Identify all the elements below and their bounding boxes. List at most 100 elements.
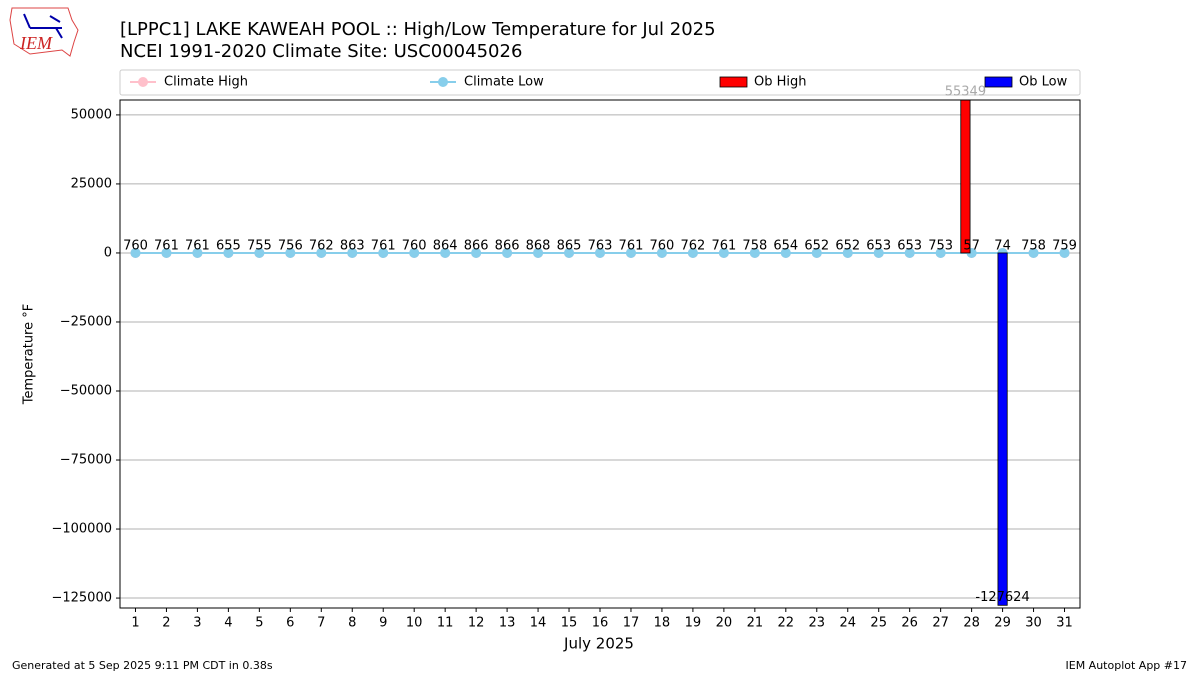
point	[780, 247, 791, 258]
x-tick-label: 13	[499, 616, 516, 631]
footer-left: Generated at 5 Sep 2025 9:11 PM CDT in 0…	[12, 659, 273, 672]
x-tick-label: 25	[870, 616, 887, 631]
point	[1059, 247, 1070, 258]
day-label: 761	[371, 239, 396, 254]
point	[285, 247, 296, 258]
logo-outline	[9, 7, 79, 57]
day-label: 863	[340, 239, 365, 254]
day-label: 868	[526, 239, 551, 254]
point	[687, 247, 698, 258]
x-tick-label: 19	[685, 616, 702, 631]
point	[130, 247, 141, 258]
point	[192, 247, 203, 258]
day-label: 753	[928, 239, 953, 254]
bar	[997, 252, 1008, 606]
day-label: 652	[804, 239, 829, 254]
day-label: 866	[464, 239, 489, 254]
day-label: 763	[588, 239, 613, 254]
point	[471, 247, 482, 258]
x-tick-label: 17	[623, 616, 640, 631]
x-tick-label: 15	[561, 616, 578, 631]
legend-swatch	[719, 76, 748, 88]
legend-swatch	[984, 76, 1013, 88]
x-tick-label: 29	[994, 616, 1011, 631]
y-tick-label: −125000	[51, 591, 112, 606]
x-tick-label: 3	[193, 616, 201, 631]
y-tick-label: 50000	[71, 107, 112, 122]
x-tick-label: 16	[592, 616, 609, 631]
day-label: 761	[711, 239, 736, 254]
y-tick-label: −75000	[60, 453, 112, 468]
y-axis-label: Temperature °F	[22, 304, 37, 405]
day-label: 864	[433, 239, 458, 254]
value-label: -127624	[975, 590, 1029, 605]
x-tick-label: 31	[1056, 616, 1073, 631]
point	[409, 247, 420, 258]
point	[378, 247, 389, 258]
day-label: 762	[680, 239, 705, 254]
day-label: 756	[278, 239, 303, 254]
day-label: 655	[216, 239, 241, 254]
logo: IEM	[9, 7, 79, 57]
x-tick-label: 14	[530, 616, 547, 631]
value-label: 55349	[945, 85, 986, 100]
x-tick-label: 21	[747, 616, 764, 631]
point	[935, 247, 946, 258]
point	[625, 247, 636, 258]
point	[533, 247, 544, 258]
legend-label: Climate High	[164, 75, 248, 90]
day-label: 761	[185, 239, 210, 254]
point	[502, 247, 513, 258]
day-label: 865	[557, 239, 582, 254]
day-label: 760	[123, 239, 148, 254]
x-tick-label: 8	[348, 616, 356, 631]
day-label: 760	[650, 239, 675, 254]
day-label: 758	[1021, 239, 1046, 254]
point	[1028, 247, 1039, 258]
day-label: 654	[773, 239, 798, 254]
y-tick-label: −25000	[60, 314, 112, 329]
legend-label: Ob High	[754, 75, 807, 90]
x-tick-label: 18	[654, 616, 671, 631]
point	[749, 247, 760, 258]
x-tick-label: 2	[162, 616, 170, 631]
footer-right: IEM Autoplot App #17	[1066, 659, 1188, 672]
x-tick-label: 9	[379, 616, 387, 631]
day-label: 74	[994, 239, 1011, 254]
point	[873, 247, 884, 258]
logo-text: IEM	[19, 33, 53, 53]
x-tick-label: 1	[131, 616, 139, 631]
y-tick-label: −100000	[51, 522, 112, 537]
y-tick-label: 0	[104, 245, 112, 260]
x-tick-label: 4	[224, 616, 232, 631]
point	[811, 247, 822, 258]
x-axis-label: July 2025	[563, 635, 634, 653]
point	[347, 247, 358, 258]
x-tick-label: 24	[839, 616, 856, 631]
day-label: 653	[866, 239, 891, 254]
x-tick-label: 20	[716, 616, 733, 631]
point	[161, 247, 172, 258]
bar	[960, 99, 971, 254]
x-tick-label: 30	[1025, 616, 1042, 631]
day-label: 761	[154, 239, 179, 254]
day-label: 762	[309, 239, 334, 254]
y-tick-label: −50000	[60, 383, 112, 398]
chart-title: [LPPC1] LAKE KAWEAH POOL :: High/Low Tem…	[120, 19, 716, 40]
day-label: 761	[619, 239, 644, 254]
point	[904, 247, 915, 258]
legend-label: Climate Low	[464, 75, 544, 90]
x-tick-label: 6	[286, 616, 294, 631]
day-label: 759	[1052, 239, 1077, 254]
legend-swatch	[438, 77, 448, 87]
x-tick-label: 7	[317, 616, 325, 631]
day-label: 760	[402, 239, 427, 254]
x-tick-label: 27	[932, 616, 949, 631]
y-tick-label: 25000	[71, 176, 112, 191]
legend-label: Ob Low	[1019, 75, 1068, 90]
day-label: 653	[897, 239, 922, 254]
day-label: 866	[495, 239, 520, 254]
point	[223, 247, 234, 258]
legend-swatch	[138, 77, 148, 87]
